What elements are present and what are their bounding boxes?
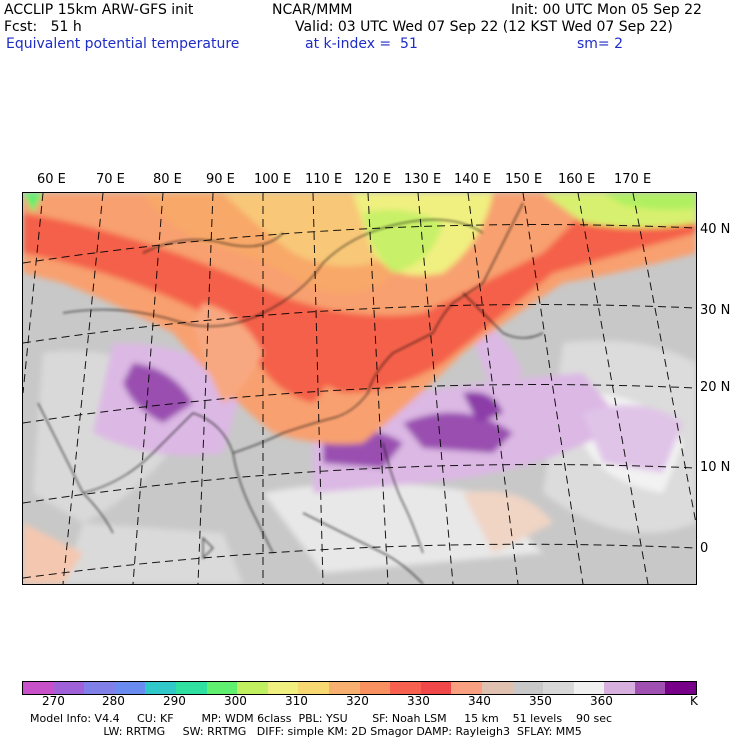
init-time: Init: 00 UTC Mon 05 Sep 22	[511, 2, 702, 18]
colorbar-swatch	[145, 682, 176, 694]
colorbar-swatch	[23, 682, 54, 694]
lon-label: 70 E	[96, 172, 125, 187]
theta-e-map	[22, 192, 697, 585]
colorbar-swatch	[390, 682, 421, 694]
colorbar-swatch	[114, 682, 146, 694]
colorbar-unit: K	[690, 694, 698, 708]
colorbar-tick: 320	[346, 694, 369, 708]
colorbar-tick: 290	[163, 694, 186, 708]
forecast-hour: Fcst: 51 h	[4, 19, 82, 35]
colorbar-swatch	[328, 682, 360, 694]
colorbar-swatch	[298, 682, 329, 694]
lon-label: 170 E	[614, 172, 652, 187]
colorbar-swatch	[420, 682, 452, 694]
lon-label: 140 E	[454, 172, 492, 187]
colorbar-swatch	[84, 682, 115, 694]
colorbar-tick: 310	[285, 694, 308, 708]
org-label: NCAR/MMM	[272, 2, 353, 18]
colorbar-tick: 340	[468, 694, 491, 708]
colorbar-swatch	[604, 682, 635, 694]
colorbar-swatch	[359, 682, 391, 694]
colorbar-swatch	[481, 682, 513, 694]
lat-label: 40 N	[700, 222, 731, 237]
colorbar-tick: 360	[590, 694, 613, 708]
colorbar-swatch	[175, 682, 207, 694]
model-info-line2: LW: RRTMG SW: RRTMG DIFF: simple KM: 2D …	[30, 725, 582, 738]
lat-label: 10 N	[700, 460, 731, 475]
colorbar-swatch	[53, 682, 85, 694]
lon-label: 90 E	[206, 172, 235, 187]
lon-label: 60 E	[37, 172, 66, 187]
lon-label: 110 E	[305, 172, 343, 187]
valid-time: Valid: 03 UTC Wed 07 Sep 22 (12 KST Wed …	[295, 19, 673, 35]
lon-label: 130 E	[404, 172, 442, 187]
lon-label: 100 E	[254, 172, 292, 187]
lat-label: 30 N	[700, 303, 731, 318]
colorbar-swatch	[665, 682, 697, 694]
lon-label: 150 E	[505, 172, 543, 187]
k-index-label: at k-index = 51	[305, 36, 418, 52]
smoothing-label: sm= 2	[577, 36, 624, 52]
colorbar-swatch	[206, 682, 238, 694]
colorbar-tick: 280	[102, 694, 125, 708]
lon-label: 120 E	[354, 172, 392, 187]
colorbar-swatch	[543, 682, 574, 694]
colorbar-tick: 270	[42, 694, 65, 708]
colorbar-tick: 330	[407, 694, 430, 708]
colorbar-swatch	[634, 682, 666, 694]
colorbar-swatch	[512, 682, 544, 694]
colorbar-swatch	[573, 682, 605, 694]
run-title: ACCLIP 15km ARW-GFS init	[4, 2, 194, 18]
lon-label: 160 E	[558, 172, 596, 187]
field-name: Equivalent potential temperature	[6, 36, 240, 52]
lat-label: 20 N	[700, 380, 731, 395]
lat-label: 0	[700, 541, 709, 556]
lon-label: 80 E	[153, 172, 182, 187]
colorbar-tick: 300	[224, 694, 247, 708]
colorbar-swatch	[267, 682, 299, 694]
colorbar-swatch	[451, 682, 482, 694]
colorbar-tick: 350	[529, 694, 552, 708]
colorbar-swatch	[237, 682, 268, 694]
colorbar	[22, 681, 697, 695]
model-info-line1: Model Info: V4.4 CU: KF MP: WDM 6class P…	[30, 712, 613, 725]
